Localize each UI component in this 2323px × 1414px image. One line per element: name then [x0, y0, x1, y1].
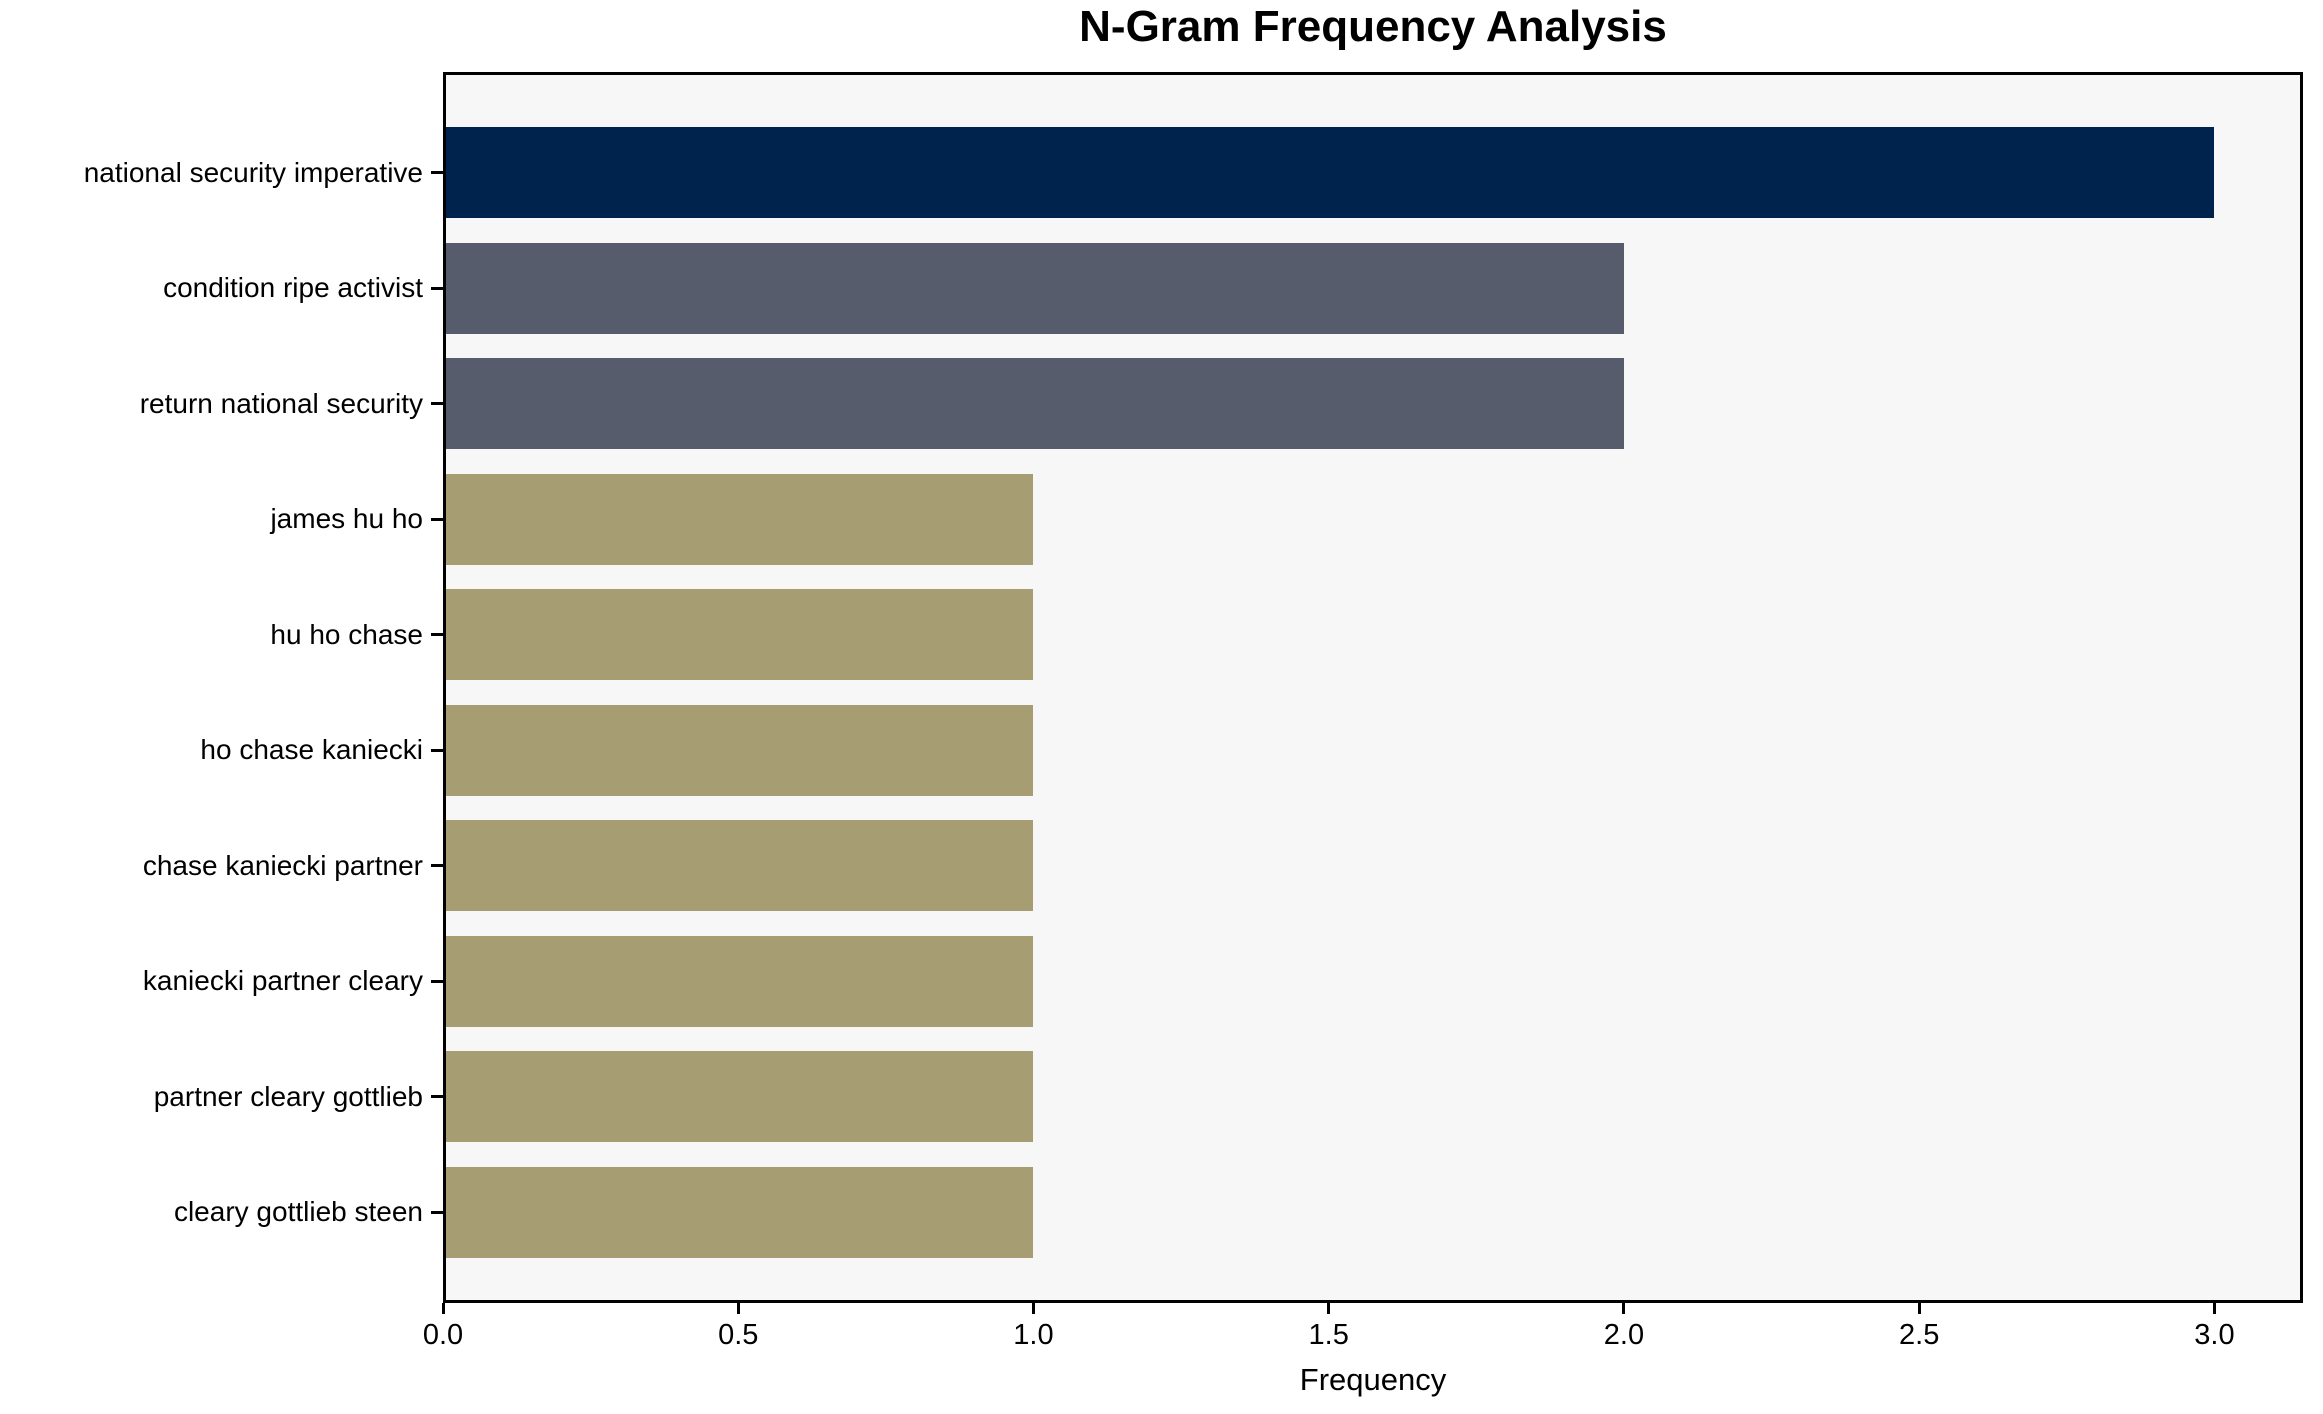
bar-track: [443, 1051, 2303, 1143]
y-tick-label: hu ho chase: [270, 618, 423, 650]
y-tick-label: chase kaniecki partner: [142, 849, 423, 881]
x-tick-mark: [1917, 1303, 1921, 1314]
y-tick-mark: [431, 402, 443, 406]
bar: [443, 127, 2215, 219]
x-tick-label: 1.0: [1013, 1319, 1054, 1351]
y-tick-mark: [431, 748, 443, 752]
bar-track: [443, 127, 2303, 219]
bar-track: [443, 820, 2303, 912]
chart-row: chase kaniecki partner: [0, 808, 2323, 924]
bar: [443, 1051, 1034, 1143]
chart-row: partner cleary gottlieb: [0, 1039, 2323, 1155]
y-tick-mark: [431, 1210, 443, 1214]
y-tick-mark: [431, 633, 443, 637]
chart-row: kaniecki partner cleary: [0, 924, 2323, 1040]
x-tick-mark: [1031, 1303, 1035, 1314]
y-tick-label: ho chase kaniecki: [200, 734, 423, 766]
bar: [443, 704, 1034, 796]
x-tick-label: 3.0: [2194, 1319, 2235, 1351]
chart-row: james hu ho: [0, 462, 2323, 578]
bar: [443, 1166, 1034, 1258]
bar: [443, 589, 1034, 681]
x-tick-mark: [1327, 1303, 1331, 1314]
y-tick-mark: [431, 517, 443, 521]
chart-title: N-Gram Frequency Analysis: [1079, 2, 1667, 51]
y-tick-mark: [431, 979, 443, 983]
bar-track: [443, 473, 2303, 565]
chart-row: return national security: [0, 346, 2323, 462]
chart-row: condition ripe activist: [0, 231, 2323, 347]
bar-track: [443, 704, 2303, 796]
chart-row: cleary gottlieb steen: [0, 1155, 2323, 1271]
x-axis: 0.0 0.5 1.0 1.5 2.0 2.5 3.0: [423, 1303, 2303, 1383]
y-tick-mark: [431, 171, 443, 175]
y-tick-mark: [431, 286, 443, 290]
y-tick-label: return national security: [139, 387, 423, 419]
bar: [443, 358, 1624, 450]
y-tick-mark: [431, 864, 443, 868]
bar-track: [443, 358, 2303, 450]
x-tick-label: 0.5: [718, 1319, 759, 1351]
bar: [443, 935, 1034, 1027]
x-tick-label: 0.0: [422, 1319, 464, 1351]
y-tick-label: condition ripe activist: [163, 272, 423, 304]
x-tick-mark: [1622, 1303, 1626, 1314]
x-tick-mark: [441, 1303, 445, 1314]
bar: [443, 473, 1034, 565]
chart-row: hu ho chase: [0, 577, 2323, 693]
chart-row: national security imperative: [0, 115, 2323, 231]
y-tick-label: kaniecki partner cleary: [142, 965, 423, 997]
x-tick-mark: [736, 1303, 740, 1314]
y-tick-label: partner cleary gottlieb: [153, 1080, 423, 1112]
y-tick-label: james hu ho: [270, 503, 423, 535]
x-tick-mark: [2212, 1303, 2216, 1314]
y-tick-label: cleary gottlieb steen: [173, 1196, 423, 1228]
x-axis-label: Frequency: [1299, 1362, 1447, 1397]
bar-track: [443, 935, 2303, 1027]
bar-track: [443, 242, 2303, 334]
x-tick-label: 2.0: [1603, 1319, 1645, 1351]
bar: [443, 242, 1624, 334]
bar-track: [443, 589, 2303, 681]
x-tick-label: 2.5: [1899, 1319, 1940, 1351]
bars-region: national security imperative condition ri…: [0, 72, 2323, 1303]
chart-row: ho chase kaniecki: [0, 693, 2323, 809]
y-tick-mark: [431, 1095, 443, 1099]
y-tick-label: national security imperative: [83, 156, 423, 188]
bar-track: [443, 1166, 2303, 1258]
x-tick-label: 1.5: [1308, 1319, 1349, 1351]
bar: [443, 820, 1034, 912]
